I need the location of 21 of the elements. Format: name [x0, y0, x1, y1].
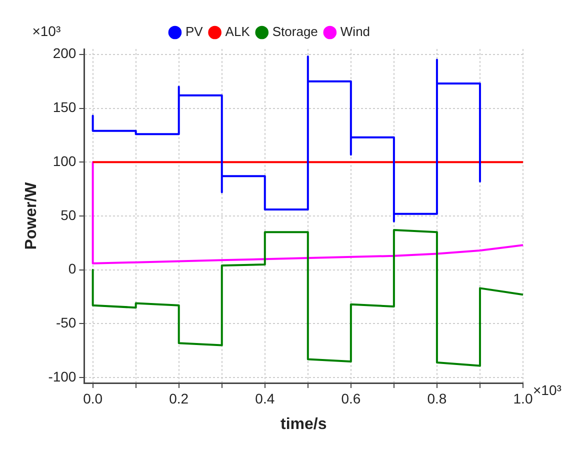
- x-tick-label: 0.0: [83, 390, 103, 406]
- x-axis-title: time/s: [280, 416, 327, 433]
- y-tick-label: 200: [52, 45, 76, 62]
- x-tick-label: 1.0: [513, 390, 533, 406]
- x-tick-label: 0.2: [169, 390, 189, 406]
- x-tick-label: 0.8: [427, 390, 447, 406]
- y-tick-label: 50: [60, 206, 76, 223]
- x-tick-label: 0.6: [341, 390, 361, 406]
- y-axis-title: Power/W: [23, 181, 40, 250]
- y-tick-label: -100: [48, 368, 76, 384]
- y-tick-label: 150: [52, 99, 76, 116]
- legend-label: PV: [185, 24, 204, 40]
- x-tick-label: 0.4: [255, 390, 275, 406]
- legend-label: ALK: [225, 24, 250, 40]
- y-tick-label: 100: [52, 152, 76, 169]
- text: ×10³: [533, 382, 562, 398]
- y-tick-label: -50: [56, 314, 76, 331]
- legend-label: Wind: [340, 24, 370, 40]
- text: ×10³: [32, 22, 61, 39]
- y-tick-label: 0: [68, 260, 76, 277]
- legend-label: Storage: [272, 24, 318, 40]
